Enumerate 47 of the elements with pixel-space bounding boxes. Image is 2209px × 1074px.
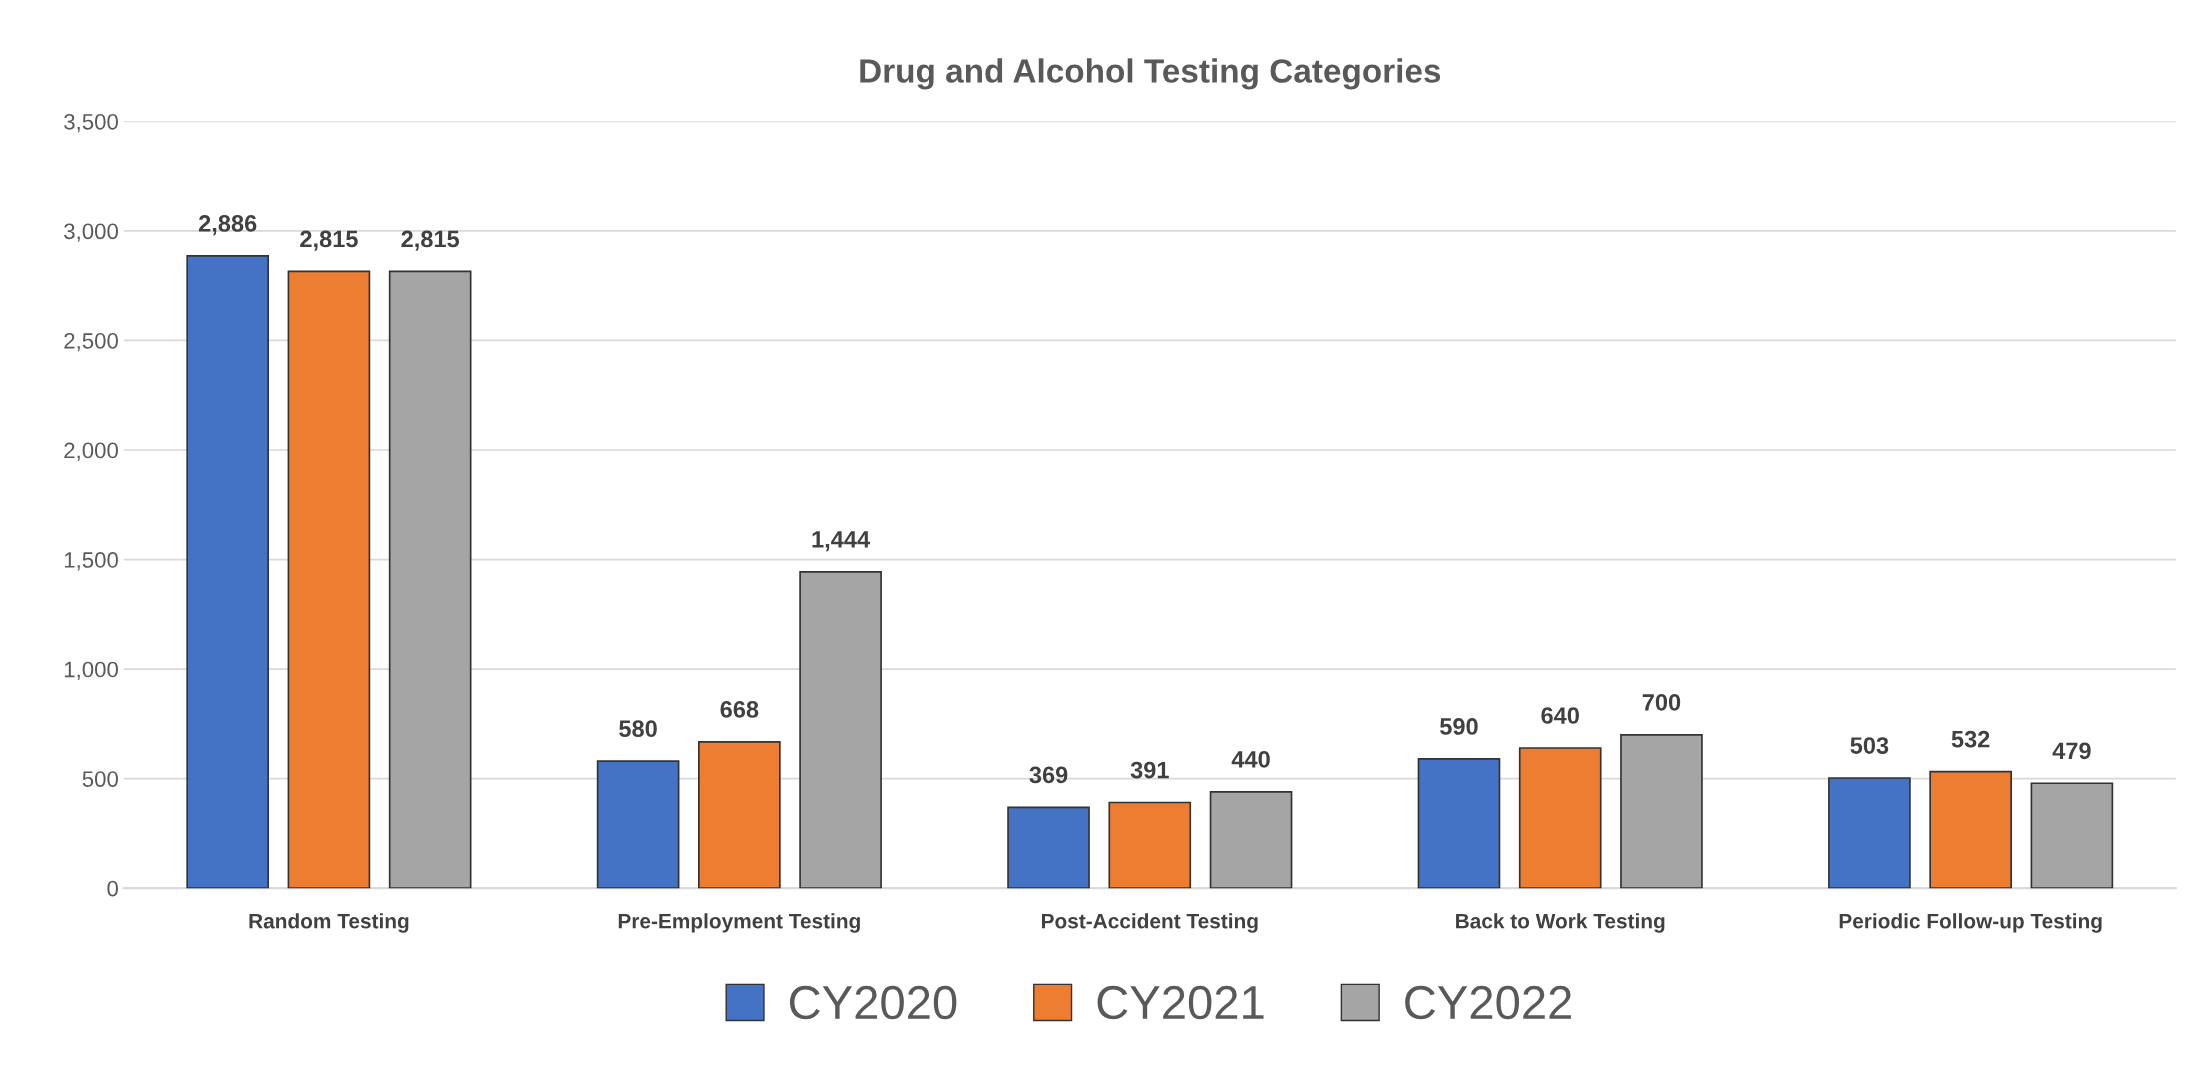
bar (287, 270, 371, 889)
legend-label: CY2020 (789, 985, 957, 1020)
data-label: 440 (1231, 750, 1270, 768)
bar (388, 270, 472, 889)
data-label: 2,815 (401, 230, 460, 251)
bar (1620, 733, 1703, 889)
y-tick-label: 3,000 (64, 223, 118, 242)
data-label: 503 (1850, 737, 1889, 754)
legend-label: CY2022 (1405, 985, 1572, 1020)
x-tick-label: Pre-Employment Testing (618, 913, 860, 933)
y-tick-label: 1,000 (64, 661, 118, 680)
data-label: 369 (1029, 766, 1068, 784)
data-label: 532 (1951, 730, 1990, 748)
bar (596, 760, 680, 889)
data-label: 1,444 (812, 531, 871, 552)
x-tick-label: Random Testing (249, 913, 409, 933)
data-label: 640 (1541, 707, 1579, 724)
bar (1828, 777, 1911, 889)
data-label: 2,886 (198, 215, 257, 236)
data-label: 391 (1130, 761, 1169, 779)
bar (186, 255, 270, 889)
bar (1007, 806, 1090, 889)
bar (1209, 790, 1293, 889)
legend-label: CY2021 (1097, 985, 1264, 1020)
data-label: 479 (2052, 742, 2091, 760)
bar (1417, 758, 1501, 889)
bar (799, 570, 882, 889)
y-tick-label: 500 (82, 771, 118, 787)
chart-title: Drug and Alcohol Testing Categories (860, 58, 1441, 90)
y-tick-label: 0 (107, 880, 118, 897)
data-label: 700 (1642, 694, 1681, 711)
bar (1929, 770, 2012, 889)
bar (1518, 747, 1602, 889)
data-label: 668 (720, 701, 759, 718)
bar (2030, 782, 2114, 889)
data-label: 2,815 (300, 230, 358, 251)
data-label: 580 (619, 720, 657, 738)
bar (698, 741, 781, 889)
y-tick-label: 3,500 (64, 113, 118, 133)
y-tick-label: 1,500 (64, 552, 118, 571)
bar (1108, 801, 1192, 889)
x-tick-label: Periodic Follow-up Testing (1839, 913, 2102, 933)
data-label: 590 (1440, 718, 1478, 735)
x-tick-label: Back to Work Testing (1456, 913, 1665, 933)
y-tick-label: 2,500 (64, 332, 118, 352)
y-tick-label: 2,000 (64, 442, 118, 461)
x-tick-label: Post-Accident Testing (1041, 913, 1258, 933)
